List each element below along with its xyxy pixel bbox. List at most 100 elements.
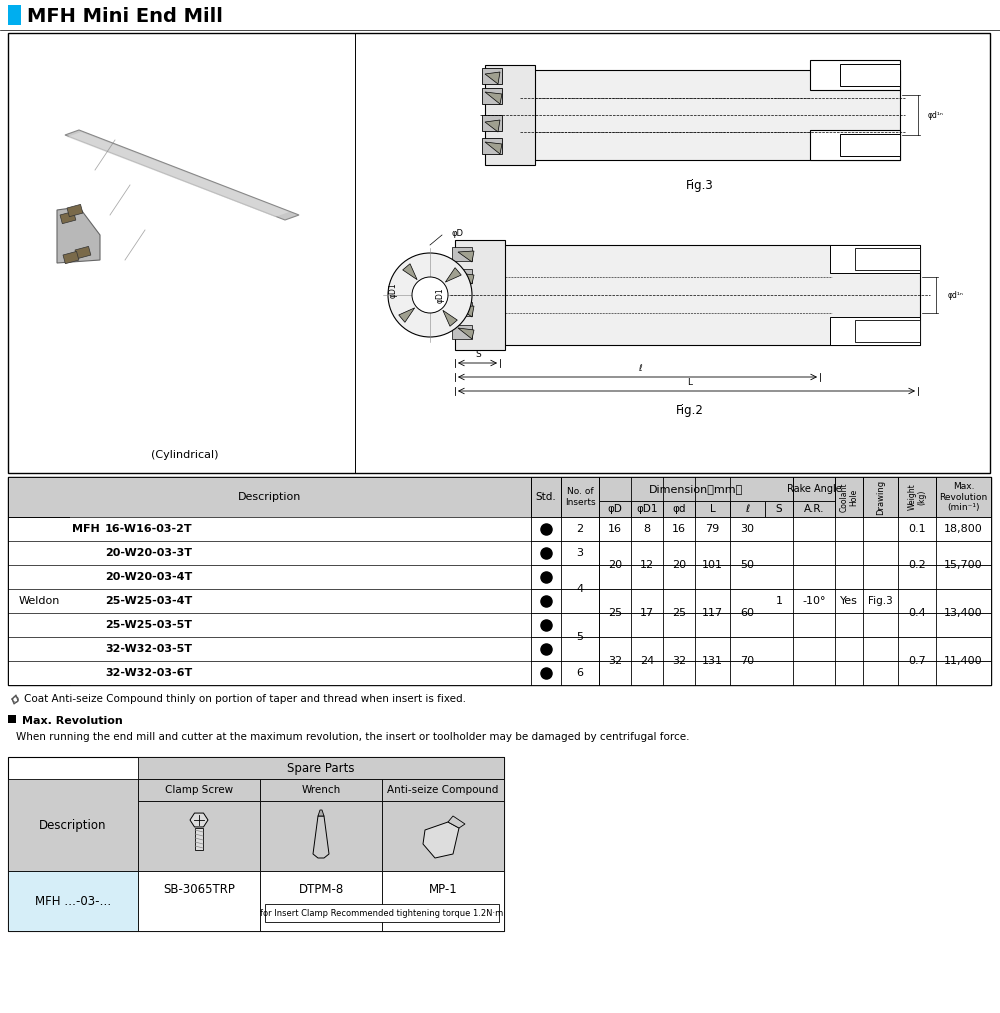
Bar bbox=[452, 302, 472, 316]
Text: 70: 70 bbox=[740, 656, 755, 666]
Polygon shape bbox=[318, 810, 324, 816]
Text: 0.4: 0.4 bbox=[908, 608, 926, 618]
Text: No. of
Inserts: No. of Inserts bbox=[565, 487, 595, 506]
Text: SB-3065TRP: SB-3065TRP bbox=[163, 882, 235, 895]
Text: 12: 12 bbox=[640, 560, 654, 570]
Text: φd: φd bbox=[672, 504, 686, 514]
Text: 32-W32-03-6T: 32-W32-03-6T bbox=[105, 668, 192, 678]
Text: Yes: Yes bbox=[840, 596, 858, 606]
Bar bbox=[8, 517, 991, 541]
Bar bbox=[8, 715, 16, 723]
Bar bbox=[500, 245, 920, 345]
Text: 25-W25-03-4T: 25-W25-03-4T bbox=[105, 596, 192, 606]
Bar bbox=[531, 477, 561, 517]
Text: Weldon: Weldon bbox=[18, 596, 60, 606]
Text: Std.: Std. bbox=[536, 492, 556, 502]
Bar bbox=[8, 33, 990, 473]
Text: DTPM-8: DTPM-8 bbox=[298, 882, 344, 895]
Text: 25: 25 bbox=[672, 608, 686, 618]
Bar bbox=[70, 589, 531, 613]
Bar bbox=[840, 134, 900, 156]
Polygon shape bbox=[399, 308, 415, 322]
Bar bbox=[265, 904, 499, 922]
Polygon shape bbox=[448, 816, 465, 828]
Text: -10°: -10° bbox=[802, 596, 826, 606]
Text: L: L bbox=[688, 378, 692, 387]
Text: for Insert Clamp Recommended tightening torque 1.2N·m: for Insert Clamp Recommended tightening … bbox=[260, 909, 504, 918]
Text: S: S bbox=[776, 504, 782, 514]
Polygon shape bbox=[65, 130, 299, 220]
Bar bbox=[260, 801, 382, 871]
Text: When running the end mill and cutter at the maximum revolution, the insert or to: When running the end mill and cutter at … bbox=[16, 732, 690, 742]
Bar bbox=[8, 637, 991, 661]
Bar bbox=[8, 565, 991, 589]
Polygon shape bbox=[443, 310, 457, 326]
Text: 20-W20-03-3T: 20-W20-03-3T bbox=[105, 548, 192, 558]
Text: Fig.2: Fig.2 bbox=[676, 403, 704, 416]
Text: φD: φD bbox=[452, 229, 464, 237]
Bar bbox=[898, 477, 936, 517]
Polygon shape bbox=[485, 142, 502, 154]
Bar bbox=[855, 320, 920, 342]
Text: Dimension（mm）: Dimension（mm） bbox=[649, 484, 743, 494]
Bar bbox=[482, 68, 502, 84]
Polygon shape bbox=[403, 263, 417, 280]
Bar bbox=[60, 212, 76, 224]
Bar bbox=[863, 477, 898, 517]
Text: 15,700: 15,700 bbox=[944, 560, 983, 570]
Bar bbox=[260, 871, 382, 931]
Text: 30: 30 bbox=[740, 524, 755, 534]
Text: 32-W32-03-5T: 32-W32-03-5T bbox=[105, 644, 192, 654]
Polygon shape bbox=[313, 816, 329, 858]
Text: Drawing: Drawing bbox=[876, 479, 885, 515]
Text: φD1: φD1 bbox=[388, 283, 398, 298]
Text: 11,400: 11,400 bbox=[944, 656, 983, 666]
Bar bbox=[8, 871, 138, 931]
Bar bbox=[765, 501, 793, 517]
Text: 2: 2 bbox=[576, 524, 584, 534]
Polygon shape bbox=[458, 272, 474, 284]
Text: ℓ: ℓ bbox=[745, 504, 750, 514]
Text: S: S bbox=[475, 349, 481, 359]
Text: 24: 24 bbox=[640, 656, 654, 666]
Text: Fig.3: Fig.3 bbox=[686, 178, 714, 191]
Text: φd¹ⁿ: φd¹ⁿ bbox=[948, 291, 964, 300]
Bar bbox=[260, 779, 382, 801]
Bar bbox=[936, 477, 991, 517]
Bar bbox=[482, 115, 502, 131]
Text: Clamp Screw: Clamp Screw bbox=[165, 785, 233, 795]
Bar bbox=[70, 541, 531, 565]
Polygon shape bbox=[485, 72, 500, 84]
Text: Coat Anti-seize Compound thinly on portion of taper and thread when insert is fi: Coat Anti-seize Compound thinly on porti… bbox=[24, 694, 466, 704]
Bar bbox=[695, 501, 730, 517]
Bar bbox=[382, 871, 504, 931]
Bar bbox=[840, 64, 900, 86]
Bar bbox=[452, 325, 472, 339]
Text: 60: 60 bbox=[740, 608, 755, 618]
Bar bbox=[195, 828, 203, 850]
Text: φD: φD bbox=[608, 504, 622, 514]
Text: Rake Angle: Rake Angle bbox=[787, 484, 841, 494]
Text: 3: 3 bbox=[576, 548, 584, 558]
Text: 32: 32 bbox=[672, 656, 686, 666]
Bar bbox=[70, 517, 531, 541]
Bar bbox=[138, 801, 260, 871]
Text: 16-W16-03-2T: 16-W16-03-2T bbox=[105, 524, 193, 534]
Bar bbox=[455, 240, 505, 350]
Text: Coolant
Hole: Coolant Hole bbox=[839, 482, 859, 512]
Bar bbox=[382, 779, 504, 801]
Polygon shape bbox=[190, 813, 208, 827]
Polygon shape bbox=[67, 132, 289, 217]
Bar bbox=[70, 613, 531, 637]
Text: 131: 131 bbox=[702, 656, 723, 666]
Text: Description: Description bbox=[238, 492, 301, 502]
Bar bbox=[663, 501, 695, 517]
Text: Max.
Revolution
(min⁻¹): Max. Revolution (min⁻¹) bbox=[939, 482, 988, 512]
Bar bbox=[8, 541, 991, 565]
Polygon shape bbox=[57, 207, 100, 263]
Text: 16: 16 bbox=[608, 524, 622, 534]
Text: 17: 17 bbox=[640, 608, 654, 618]
Text: 16: 16 bbox=[672, 524, 686, 534]
Bar bbox=[631, 501, 663, 517]
Text: 1: 1 bbox=[776, 596, 782, 606]
